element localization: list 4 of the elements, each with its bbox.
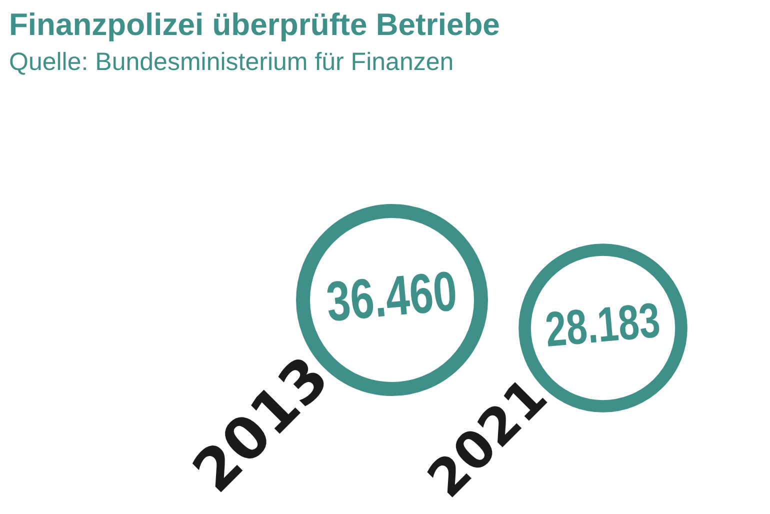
data-label: 36.460 xyxy=(324,259,460,334)
source-note: Quelle: Bundesministerium für Finanzen xyxy=(9,48,454,77)
data-label: 28.183 xyxy=(543,292,662,358)
text: Finanzpolizei überprüfte Betriebe xyxy=(9,7,500,43)
